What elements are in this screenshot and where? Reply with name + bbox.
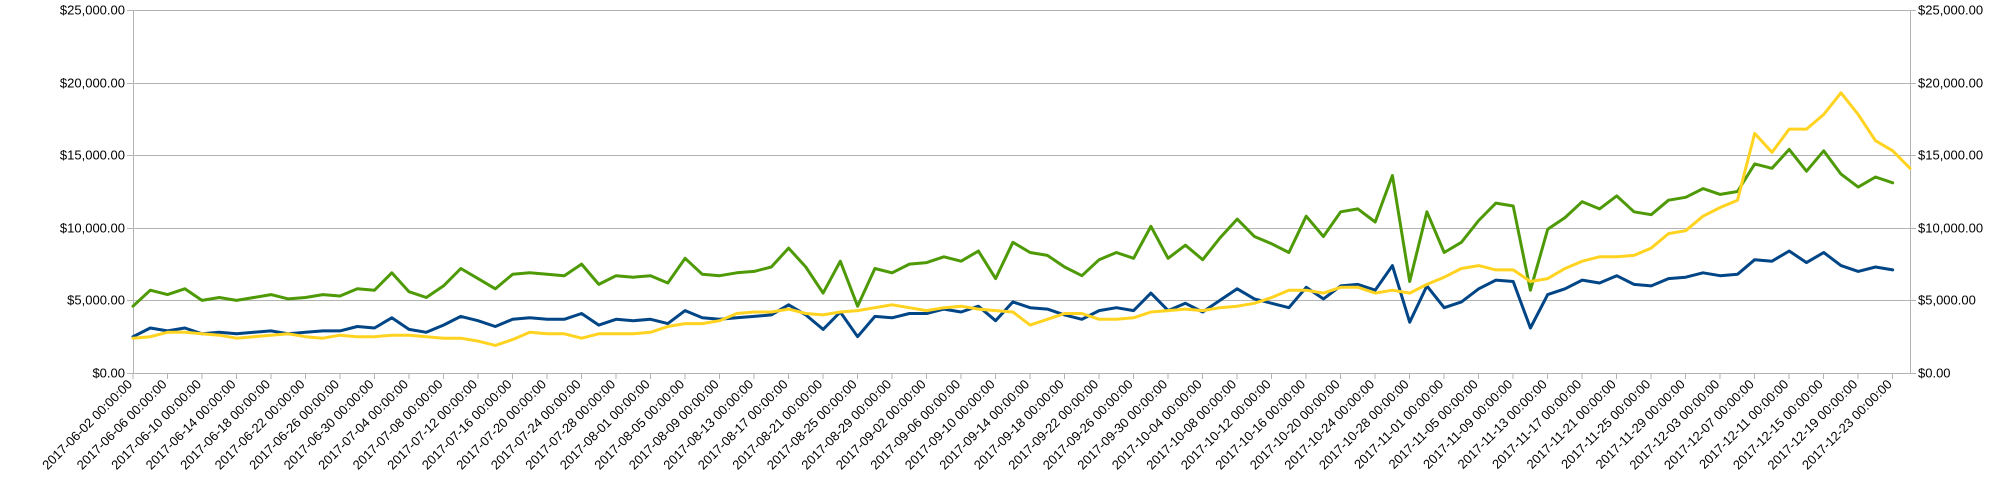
y-tick-label-left: $15,000.00	[60, 148, 125, 163]
series-line-1	[131, 147, 1895, 308]
gridlines	[133, 10, 1911, 374]
y-tick-label-left: $0.00	[92, 366, 125, 381]
y-axis-right: $0.00 $5,000.00 $10,000.00 $15,000.00 $20,00…	[1910, 3, 1983, 381]
y-axis-left: $0.00 $5,000.00 $10,000.00 $15,000.00 $20,00…	[60, 3, 133, 381]
y-tick-label-right: $25,000.00	[1918, 3, 1983, 18]
series-line-2	[131, 249, 1895, 339]
y-tick-label-right: $0.00	[1918, 366, 1951, 381]
y-tick-label-right: $20,000.00	[1918, 76, 1983, 91]
y-tick-label-left: $5,000.00	[67, 293, 125, 308]
y-tick-label-right: $10,000.00	[1918, 221, 1983, 236]
y-tick-label-left: $10,000.00	[60, 221, 125, 236]
series-line-3	[131, 91, 1912, 347]
y-tick-label-right: $5,000.00	[1918, 293, 1976, 308]
y-tick-label-left: $25,000.00	[60, 3, 125, 18]
y-tick-label-right: $15,000.00	[1918, 148, 1983, 163]
y-tick-label-left: $20,000.00	[60, 76, 125, 91]
series-group	[131, 91, 1912, 347]
